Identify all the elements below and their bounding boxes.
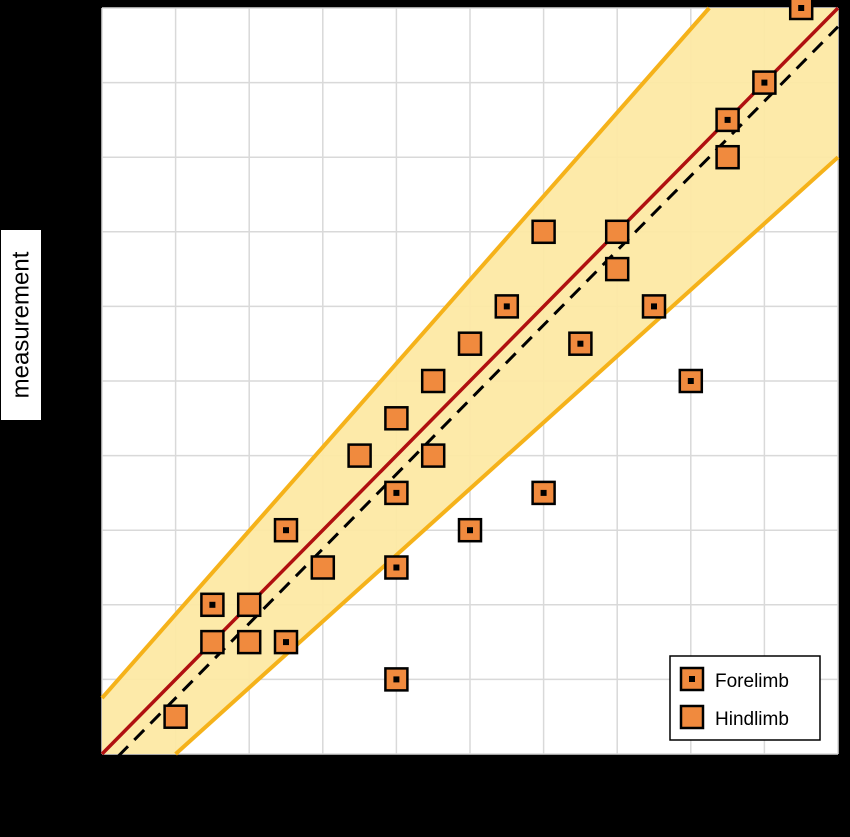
forelimb-point-dot [283, 527, 289, 534]
band-lower-edge [174, 155, 840, 756]
forelimb-point-dot [651, 303, 657, 310]
forelimb-point-dot [467, 527, 473, 534]
forelimb-point-dot [577, 340, 584, 347]
hindlimb-point [420, 368, 446, 394]
band-upper-edge [100, 6, 711, 700]
hindlimb-point [236, 592, 262, 618]
forelimb-point-dot [540, 489, 547, 496]
forelimb-point-dot [393, 676, 400, 683]
forelimb-point-dot [687, 378, 694, 384]
hindlimb-point [457, 331, 483, 356]
hindlimb-point [531, 219, 556, 245]
legend-marker-forelimb-dot [689, 676, 695, 682]
forelimb-point-dot [393, 564, 400, 571]
forelimb-point-dot [209, 601, 216, 608]
forelimb-point-dot [283, 639, 289, 646]
forelimb-point-dot [724, 116, 731, 123]
y-axis-label: measurement [7, 251, 35, 399]
forelimb-point-dot [393, 489, 400, 496]
hindlimb-point [420, 443, 446, 468]
y-axis-label-box: measurement [1, 230, 41, 420]
forelimb-point-dot [798, 5, 805, 11]
hindlimb-point [236, 629, 262, 655]
hindlimb-point [604, 256, 630, 282]
hindlimb-point [347, 443, 372, 468]
hindlimb-point [310, 555, 336, 580]
identity-line [100, 25, 840, 774]
legend-label-forelimb: Forelimb [715, 671, 789, 692]
hindlimb-point [384, 406, 409, 431]
legend: Forelimb Hindlimb [669, 655, 821, 741]
legend-label-hindlimb: Hindlimb [715, 709, 789, 730]
forelimb-point-dot [761, 79, 768, 86]
hindlimb-point [163, 704, 188, 729]
hindlimb-point [604, 219, 630, 245]
regression-line [100, 6, 840, 756]
forelimb-point-dot [503, 303, 510, 310]
legend-marker-hindlimb [679, 704, 705, 730]
fit-lines [100, 6, 840, 774]
data-points [163, 0, 814, 729]
hindlimb-point [200, 629, 225, 655]
hindlimb-point [715, 144, 740, 170]
